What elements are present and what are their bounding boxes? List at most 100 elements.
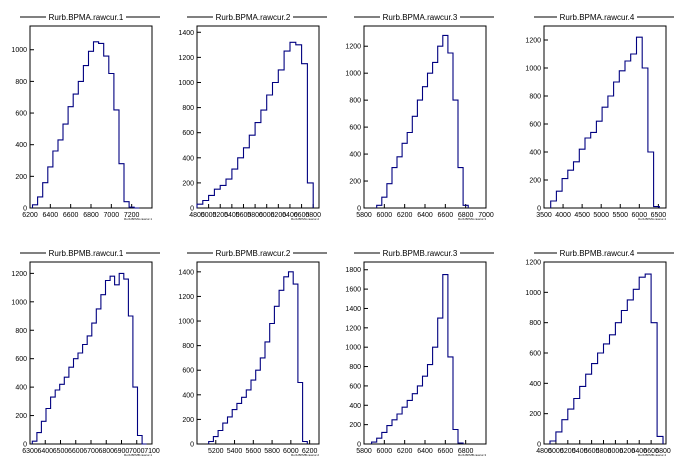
histogram-line bbox=[550, 36, 660, 208]
histogram-line bbox=[376, 34, 469, 208]
y-tick-label: 600 bbox=[15, 356, 27, 363]
chart-title: Rurb.BPMB.rawcur.1 bbox=[49, 249, 124, 258]
x-tick-label: 4800 bbox=[536, 448, 552, 455]
x-tick-label: 6000 bbox=[259, 212, 275, 219]
x-tick-label: 5000 bbox=[593, 212, 609, 219]
histogram-panel-4: Rurb.BPMA.rawcur.4 0 200 400 600 800 1000 1200 3… bbox=[525, 13, 674, 221]
x-tick-label: 6600 bbox=[68, 448, 84, 455]
x-tick-label: 6200 bbox=[397, 448, 413, 455]
y-tick-label: 600 bbox=[349, 383, 361, 390]
x-tick-label: 6000 bbox=[283, 448, 299, 455]
y-tick-label: 200 bbox=[182, 417, 194, 424]
plot-frame bbox=[543, 261, 667, 445]
histogram-panel-2: Rurb.BPMA.rawcur.2 0 200 400 600 800 1000 1200 1… bbox=[178, 13, 327, 221]
y-tick-label: 800 bbox=[349, 98, 361, 105]
y-tick-label: 400 bbox=[182, 392, 194, 399]
y-tick-label: 0 bbox=[537, 442, 541, 449]
y-tick-label: 0 bbox=[357, 442, 361, 449]
x-tick-label: 6400 bbox=[417, 448, 433, 455]
x-tick-label: 6400 bbox=[43, 212, 59, 219]
y-tick-label: 1000 bbox=[525, 290, 541, 297]
x-tick-label: 5500 bbox=[612, 212, 628, 219]
y-tick-label: 1200 bbox=[345, 325, 361, 332]
chart-title: Rurb.BPMA.rawcur.1 bbox=[49, 13, 124, 22]
y-tick-label: 1000 bbox=[345, 345, 361, 352]
x-tick-label: 6400 bbox=[417, 212, 433, 219]
x-tick-label: 4000 bbox=[555, 212, 571, 219]
y-tick-label: 800 bbox=[182, 343, 194, 350]
histogram-panel-6: Rurb.BPMB.rawcur.2 0 200 400 600 800 1000 1200 1… bbox=[178, 249, 327, 457]
y-tick-label: 600 bbox=[182, 368, 194, 375]
x-tick-label: 5400 bbox=[227, 448, 243, 455]
y-tick-label: 200 bbox=[15, 174, 27, 181]
x-tick-label: 6600 bbox=[438, 212, 454, 219]
histogram-line bbox=[31, 272, 147, 445]
chart-title: Rurb.BPMB.rawcur.4 bbox=[560, 249, 635, 258]
x-tick-label: 5200 bbox=[560, 448, 576, 455]
y-tick-label: 400 bbox=[349, 403, 361, 410]
histogram-panel-8: Rurb.BPMB.rawcur.4 0 200 400 600 800 1000 1200 4… bbox=[525, 249, 674, 457]
x-tick-label: 5800 bbox=[264, 448, 280, 455]
y-tick-label: 1000 bbox=[345, 71, 361, 78]
y-tick-label: 1200 bbox=[178, 294, 194, 301]
x-tick-label: 6200 bbox=[397, 212, 413, 219]
x-tick-label: 6200 bbox=[620, 448, 636, 455]
y-tick-label: 1200 bbox=[178, 55, 194, 62]
y-tick-label: 0 bbox=[357, 206, 361, 213]
plot-frame bbox=[196, 25, 320, 209]
x-tick-label: 6900 bbox=[114, 448, 130, 455]
y-tick-label: 1400 bbox=[345, 306, 361, 313]
histogram-line bbox=[371, 274, 464, 444]
chart-title: Rurb.BPMA.rawcur.2 bbox=[216, 13, 291, 22]
x-tick-label: 5000 bbox=[548, 448, 564, 455]
plot-frame bbox=[363, 261, 487, 445]
y-tick-label: 200 bbox=[15, 413, 27, 420]
plot-frame bbox=[29, 261, 153, 445]
y-tick-label: 800 bbox=[15, 328, 27, 335]
x-tick-label: 6800 bbox=[98, 448, 114, 455]
x-tick-label: 6600 bbox=[438, 448, 454, 455]
y-tick-label: 0 bbox=[23, 442, 27, 449]
x-tick-label: 5800 bbox=[596, 448, 612, 455]
x-tick-label: 5800 bbox=[356, 212, 372, 219]
y-tick-label: 200 bbox=[529, 178, 541, 185]
y-tick-label: 600 bbox=[529, 351, 541, 358]
y-tick-label: 200 bbox=[349, 422, 361, 429]
y-tick-label: 800 bbox=[529, 320, 541, 327]
x-tick-label: 7000 bbox=[478, 212, 494, 219]
chart-title: Rurb.BPMA.rawcur.4 bbox=[560, 13, 635, 22]
histogram-line bbox=[549, 273, 664, 444]
x-tick-label: 7100 bbox=[144, 448, 160, 455]
y-tick-label: 400 bbox=[529, 150, 541, 157]
y-tick-label: 200 bbox=[182, 180, 194, 187]
plot-frame bbox=[543, 25, 667, 209]
y-tick-label: 1400 bbox=[178, 30, 194, 37]
x-tick-label: 5800 bbox=[356, 448, 372, 455]
x-tick-label: 6600 bbox=[63, 212, 79, 219]
x-tick-label: 6000 bbox=[377, 212, 393, 219]
y-tick-label: 800 bbox=[349, 364, 361, 371]
x-tick-label: 6400 bbox=[37, 448, 53, 455]
x-tick-label: 6400 bbox=[631, 448, 647, 455]
x-axis-label: Rurb.BPMA.rawcur.2 bbox=[291, 217, 319, 221]
y-tick-label: 1000 bbox=[178, 319, 194, 326]
y-tick-label: 800 bbox=[15, 79, 27, 86]
y-tick-label: 1200 bbox=[525, 38, 541, 45]
x-tick-label: 5200 bbox=[208, 448, 224, 455]
plot-frame bbox=[363, 25, 487, 209]
y-tick-label: 0 bbox=[537, 206, 541, 213]
x-tick-label: 7200 bbox=[124, 212, 140, 219]
x-tick-label: 6500 bbox=[651, 212, 667, 219]
y-tick-label: 1200 bbox=[11, 271, 27, 278]
x-tick-label: 7000 bbox=[129, 448, 145, 455]
y-tick-label: 0 bbox=[23, 206, 27, 213]
y-tick-label: 400 bbox=[15, 142, 27, 149]
histogram-line bbox=[196, 41, 314, 208]
x-axis-label: Rurb.BPMB.rawcur.4 bbox=[638, 453, 666, 457]
y-tick-label: 400 bbox=[182, 155, 194, 162]
y-tick-label: 800 bbox=[529, 94, 541, 101]
y-tick-label: 1000 bbox=[11, 299, 27, 306]
x-tick-label: 5200 bbox=[212, 212, 228, 219]
x-tick-label: 6400 bbox=[282, 212, 298, 219]
